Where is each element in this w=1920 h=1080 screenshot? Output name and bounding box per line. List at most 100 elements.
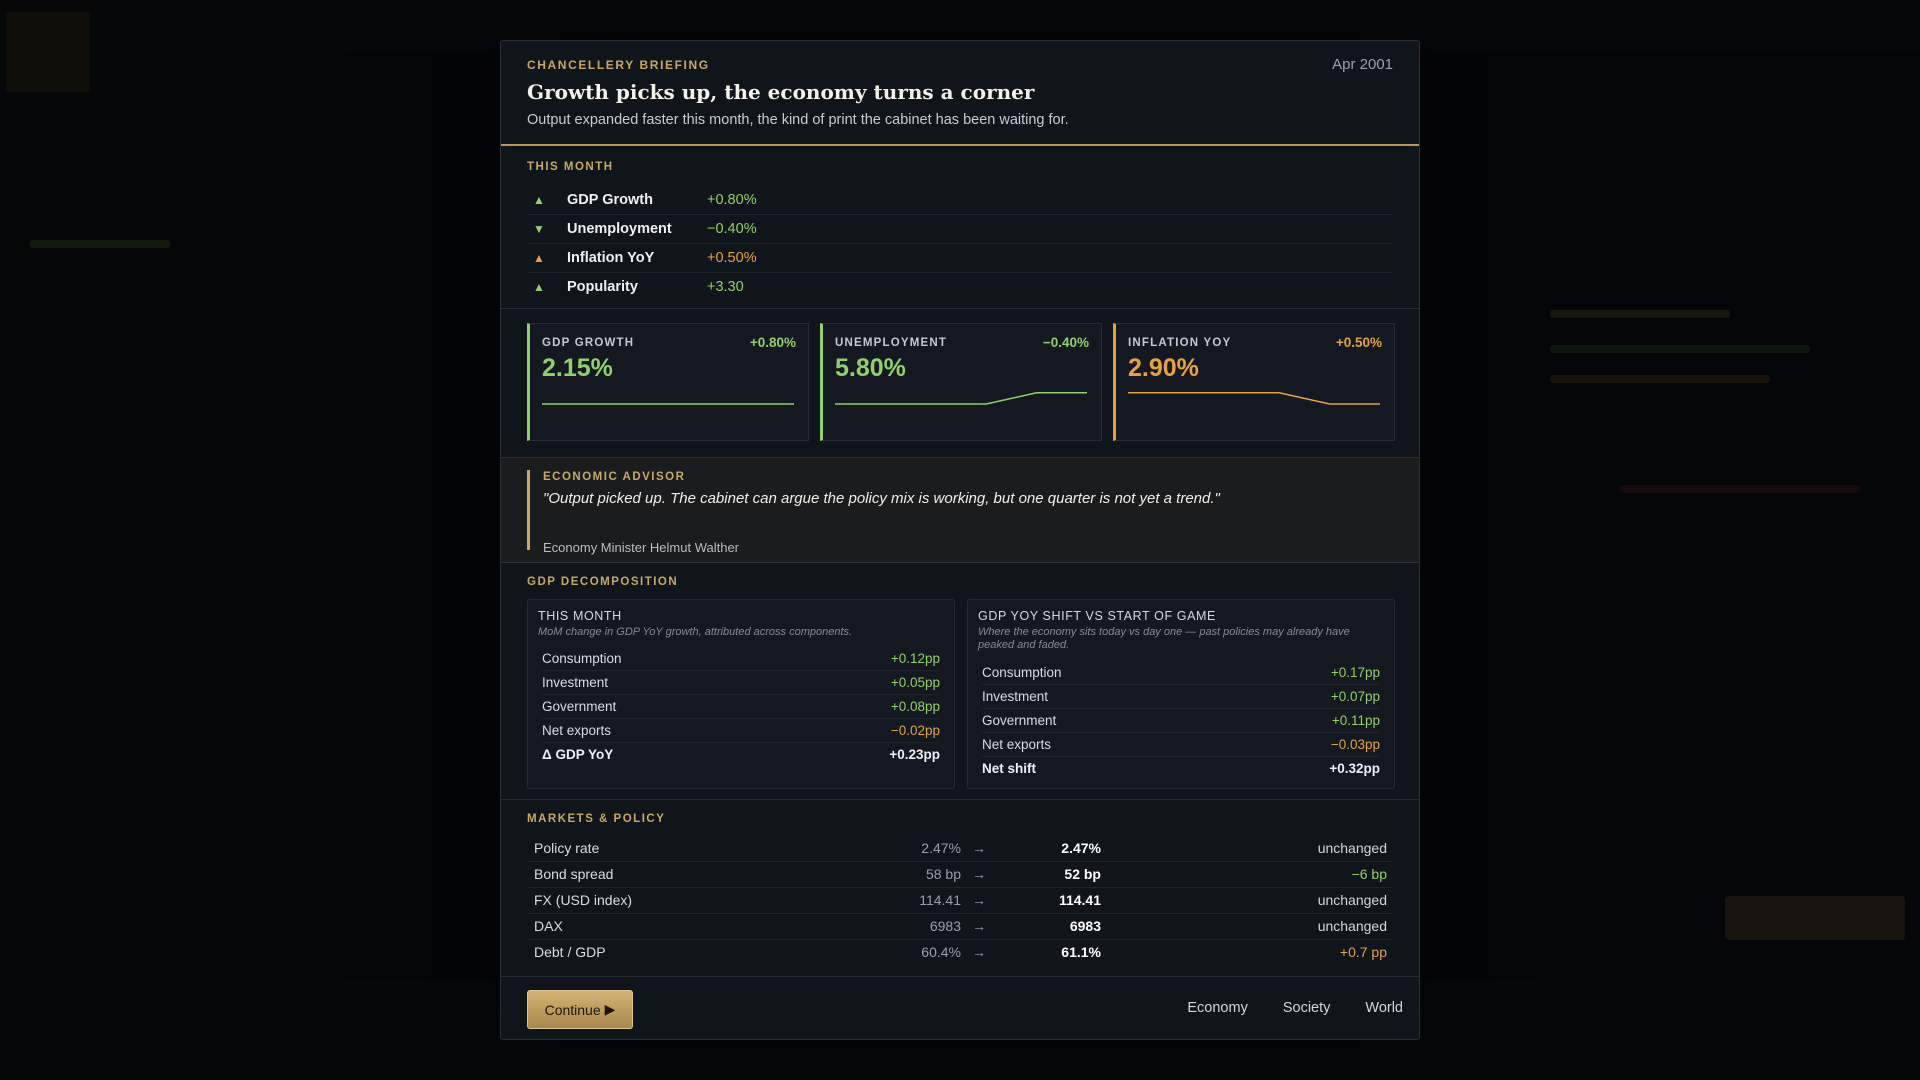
kpi-card-gdp-growth[interactable]: GDP GROWTH +0.80% 2.15%	[527, 323, 809, 441]
arrow-right-icon: →	[972, 944, 986, 960]
tab-society[interactable]: Society	[1282, 1000, 1331, 1016]
kpi-card-title: GDP GROWTH	[542, 337, 635, 349]
market-row-policy-rate: Policy rate 2.47% → 2.47% unchanged	[527, 835, 1393, 862]
advisor-quote-text: "Output picked up. The cabinet can argue…	[543, 490, 1220, 507]
tab-economy[interactable]: Economy	[1187, 1000, 1248, 1016]
panel-subtitle: Where the economy sits today vs day one …	[978, 626, 1350, 651]
briefing-date: Apr 2001	[1332, 56, 1393, 73]
gdp-row-value: +0.05pp	[890, 674, 940, 690]
panel-title: THIS MONTH	[538, 609, 622, 623]
market-name: Bond spread	[534, 866, 614, 882]
gdp-row-label: Consumption	[542, 650, 622, 666]
gdp-row: Investment +0.07pp	[982, 684, 1380, 709]
gdp-panel-this-month: THIS MONTH MoM change in GDP YoY growth,…	[527, 599, 955, 789]
tab-world[interactable]: World	[1365, 1000, 1403, 1016]
kpi-card-value: 5.80%	[835, 354, 906, 382]
gdp-row: Consumption +0.17pp	[982, 660, 1380, 685]
metric-name: Popularity	[567, 278, 638, 295]
metric-name: Unemployment	[567, 220, 672, 237]
triangle-up-icon: ▲	[533, 279, 545, 294]
gdp-total-row: Δ GDP YoY +0.23pp	[542, 742, 940, 766]
continue-button[interactable]: Continue ▶	[527, 990, 633, 1029]
kpi-card-value: 2.15%	[542, 354, 613, 382]
market-name: Debt / GDP	[534, 944, 606, 960]
gdp-row-value: −0.03pp	[1330, 736, 1380, 752]
market-old-value: 114.41	[919, 892, 961, 908]
gdp-row-value: +0.08pp	[890, 698, 940, 714]
gdp-row: Investment +0.05pp	[542, 670, 940, 695]
market-old-value: 58 bp	[925, 866, 961, 882]
market-row-fx: FX (USD index) 114.41 → 114.41 unchanged	[527, 887, 1393, 914]
gdp-decomposition-section: GDP DECOMPOSITION THIS MONTH MoM change …	[501, 563, 1419, 800]
play-icon: ▶	[604, 1001, 616, 1017]
arrow-right-icon: →	[972, 918, 986, 934]
metric-row-inflation: ▲ Inflation YoY +0.50%	[527, 243, 1393, 273]
section-label-markets: MARKETS & POLICY	[527, 813, 666, 825]
market-row-bond-spread: Bond spread 58 bp → 52 bp −6 bp	[527, 861, 1393, 888]
gdp-row-label: Government	[542, 698, 617, 714]
gdp-row-value: +0.12pp	[890, 650, 940, 666]
quote-accent-bar	[527, 470, 530, 550]
gdp-row-value: +0.11pp	[1331, 712, 1380, 728]
gdp-row-label: Investment	[982, 688, 1049, 704]
arrow-right-icon: →	[972, 840, 986, 856]
triangle-up-icon: ▲	[533, 250, 545, 265]
triangle-up-icon: ▲	[533, 192, 545, 207]
market-name: Policy rate	[534, 840, 600, 856]
market-change: +0.7 pp	[1339, 944, 1387, 960]
briefing-footer: Continue ▶ Economy Society World	[501, 977, 1419, 1043]
market-name: FX (USD index)	[534, 892, 633, 908]
kpi-card-delta: +0.50%	[1335, 335, 1382, 350]
section-label-gdp: GDP DECOMPOSITION	[527, 576, 679, 588]
gdp-row-label: Investment	[542, 674, 609, 690]
briefing-header: CHANCELLERY BRIEFING Apr 2001 Growth pic…	[501, 41, 1419, 146]
panel-subtitle: MoM change in GDP YoY growth, attributed…	[538, 626, 853, 638]
market-new-value: 6983	[1069, 918, 1101, 934]
market-old-value: 2.47%	[921, 840, 961, 856]
market-row-dax: DAX 6983 → 6983 unchanged	[527, 913, 1393, 940]
metric-row-popularity: ▲ Popularity +3.30	[527, 272, 1393, 301]
gdp-row-value: +0.23pp	[889, 746, 940, 762]
kpi-card-title: INFLATION YOY	[1128, 337, 1232, 349]
market-change: unchanged	[1317, 918, 1387, 934]
metric-value: −0.40%	[707, 220, 757, 237]
section-label-this-month: THIS MONTH	[527, 161, 614, 173]
metric-value: +0.80%	[707, 191, 757, 208]
advisor-quote: ECONOMIC ADVISOR "Output picked up. The …	[501, 458, 1419, 563]
metric-value: +0.50%	[707, 249, 757, 266]
market-new-value: 2.47%	[1061, 840, 1101, 856]
market-row-debt-gdp: Debt / GDP 60.4% → 61.1% +0.7 pp	[527, 939, 1393, 965]
gdp-row-value: +0.07pp	[1330, 688, 1380, 704]
market-name: DAX	[534, 918, 563, 934]
market-new-value: 61.1%	[1061, 944, 1101, 960]
markets-policy-section: MARKETS & POLICY Policy rate 2.47% → 2.4…	[501, 800, 1419, 977]
kpi-card-unemployment[interactable]: UNEMPLOYMENT −0.40% 5.80%	[820, 323, 1102, 441]
panel-title: GDP YOY SHIFT VS START OF GAME	[978, 609, 1216, 623]
sparkline	[542, 403, 794, 405]
gdp-row-value: +0.32pp	[1329, 760, 1380, 776]
gdp-row-label: Net exports	[982, 736, 1052, 752]
market-new-value: 52 bp	[1064, 866, 1101, 882]
gdp-row-label: Δ GDP YoY	[542, 746, 614, 762]
kpi-card-delta: −0.40%	[1042, 335, 1089, 350]
gdp-row: Government +0.11pp	[982, 708, 1380, 733]
gdp-total-row: Net shift +0.32pp	[982, 756, 1380, 780]
kpi-cards: GDP GROWTH +0.80% 2.15% UNEMPLOYMENT −0.…	[501, 309, 1419, 458]
metric-row-gdp-growth: ▲ GDP Growth +0.80%	[527, 185, 1393, 215]
market-change: unchanged	[1317, 892, 1387, 908]
arrow-right-icon: →	[972, 892, 986, 908]
market-old-value: 6983	[929, 918, 961, 934]
gdp-row-label: Government	[982, 712, 1057, 728]
kpi-card-title: UNEMPLOYMENT	[835, 337, 948, 349]
sparkline	[835, 392, 1087, 405]
metric-row-unemployment: ▼ Unemployment −0.40%	[527, 214, 1393, 244]
market-old-value: 60.4%	[921, 944, 961, 960]
sparkline	[1128, 392, 1380, 405]
briefing-subtitle: Output expanded faster this month, the k…	[527, 112, 1069, 128]
gdp-row-label: Net exports	[542, 722, 612, 738]
triangle-down-icon: ▼	[533, 221, 545, 236]
kpi-card-inflation[interactable]: INFLATION YOY +0.50% 2.90%	[1113, 323, 1395, 441]
section-tabs: Economy Society World	[1187, 1000, 1403, 1016]
gdp-row-value: −0.02pp	[890, 722, 940, 738]
gdp-row: Net exports −0.03pp	[982, 732, 1380, 757]
